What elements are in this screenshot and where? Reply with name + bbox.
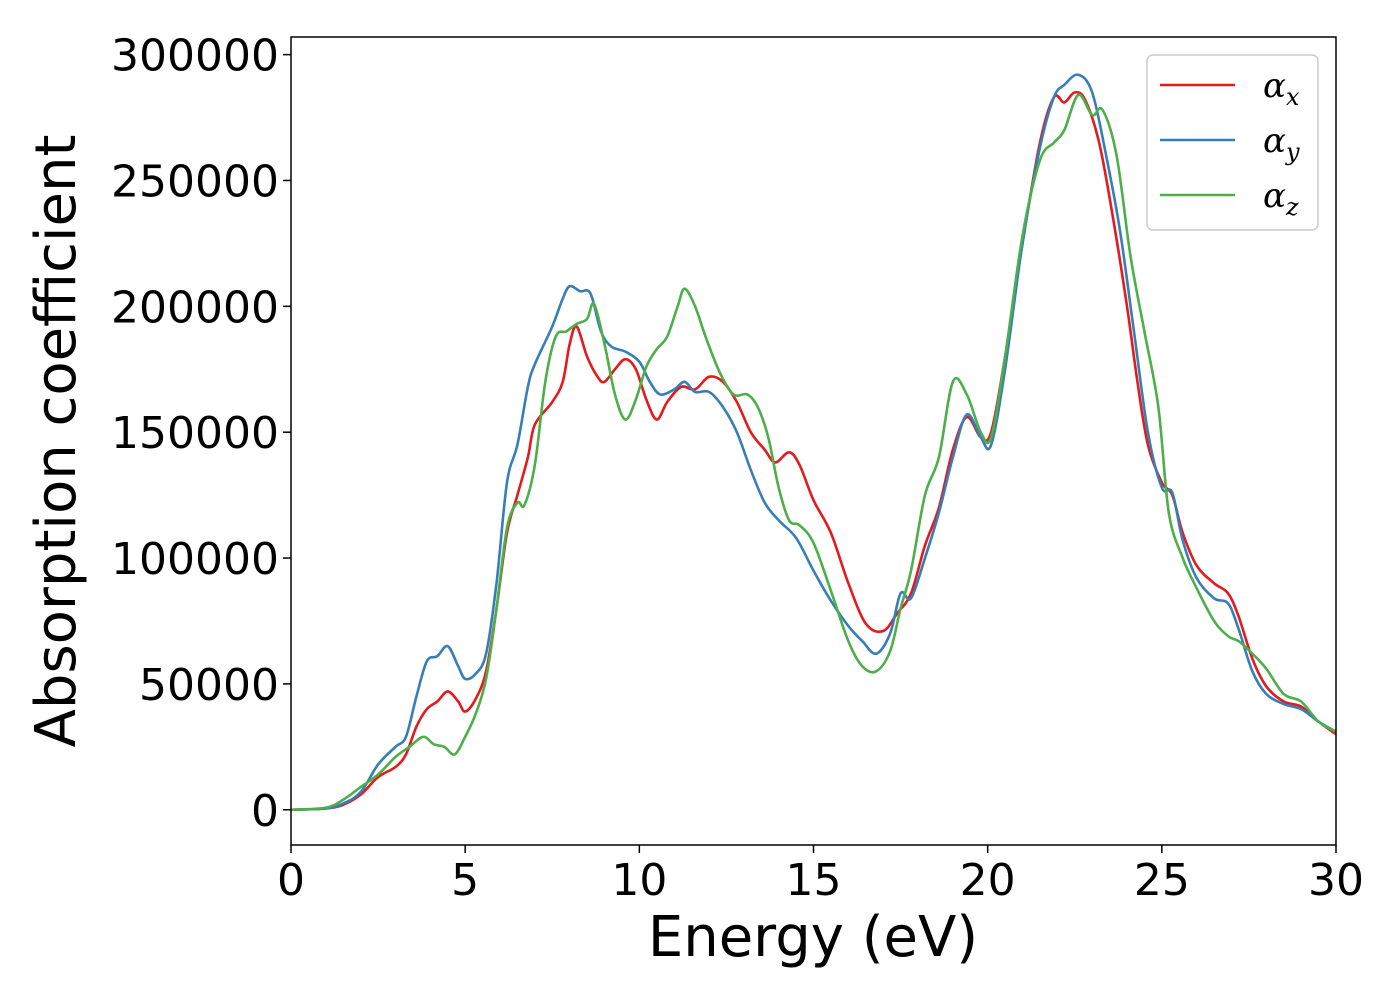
x-tick-label: 10 [611, 855, 667, 906]
legend-label-z: αz [1263, 176, 1299, 221]
legend-box [1146, 54, 1319, 231]
y-tick-label: 100000 [111, 534, 279, 585]
legend: αx αy αz [1146, 54, 1319, 231]
y-axis-title: Absorption coefficient [24, 135, 89, 748]
series-layer [291, 73, 1336, 812]
y-axis-ticks: 0 50000 100000 150000 200000 250000 300000 [111, 31, 291, 837]
x-tick-label: 25 [1134, 855, 1190, 906]
y-tick-label: 300000 [111, 31, 279, 82]
x-axis-ticks: 0 5 10 15 20 25 30 [277, 845, 1364, 906]
legend-label-x: αx [1263, 66, 1300, 111]
x-axis-title: Energy (eV) [648, 905, 978, 970]
x-tick-label: 5 [451, 855, 479, 906]
x-tick-label: 30 [1308, 855, 1364, 906]
y-tick-label: 250000 [111, 156, 279, 207]
y-tick-label: 50000 [139, 660, 279, 711]
y-tick-label: 0 [251, 786, 279, 837]
series-line-x [291, 90, 1336, 812]
y-tick-label: 200000 [111, 282, 279, 333]
legend-label-y: αy [1263, 121, 1300, 166]
x-tick-label: 20 [960, 855, 1016, 906]
series-line-z [291, 93, 1336, 812]
series-line-y [291, 73, 1336, 812]
x-tick-label: 0 [277, 855, 305, 906]
x-tick-label: 15 [786, 855, 842, 906]
y-tick-label: 150000 [111, 408, 279, 459]
